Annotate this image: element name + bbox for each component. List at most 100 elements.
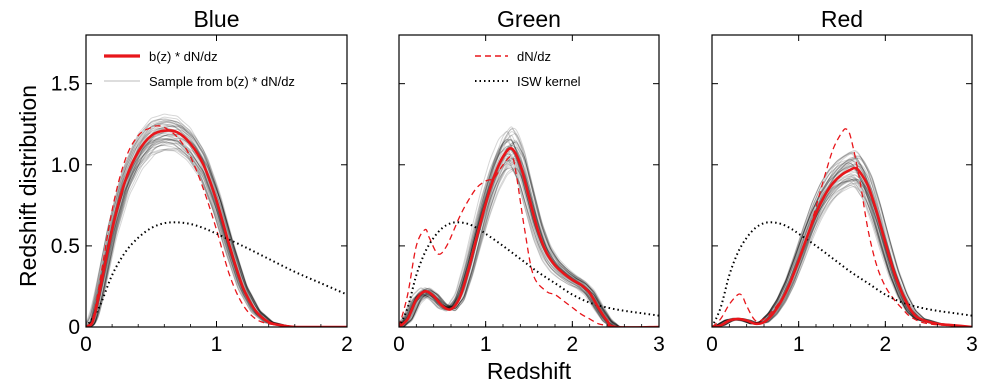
panel-frame [711, 34, 973, 328]
sample-curve [399, 145, 659, 327]
y-tick-label: 0.5 [51, 235, 80, 258]
sample-curve [399, 151, 659, 327]
x-tick-label: 3 [966, 333, 978, 356]
sample-curve [712, 157, 972, 327]
dndz-curve [712, 128, 972, 327]
sample-curve [86, 149, 347, 327]
sample-curve [86, 121, 347, 327]
y-tick-label: 0 [68, 316, 80, 339]
sample-curve [712, 162, 972, 327]
sample-curve [86, 144, 347, 327]
plot-area [712, 128, 972, 327]
sample-curve [399, 148, 659, 327]
sample-curve [86, 142, 347, 327]
sample-curve [712, 179, 972, 327]
panel-title: Red [821, 6, 863, 32]
sample-curve [399, 141, 659, 327]
legend-dndz-label: dN/dz [517, 49, 551, 64]
sample-curve [712, 179, 972, 327]
sample-curve [712, 163, 972, 327]
x-tick-label: 0 [706, 333, 718, 356]
sample-curve [712, 174, 972, 327]
x-tick-label: 1 [793, 333, 805, 356]
sample-curve [712, 177, 972, 327]
sample-curve [86, 138, 347, 327]
sample-curves [399, 126, 659, 327]
dndz-curve [86, 125, 347, 327]
sample-curve [86, 113, 347, 327]
sample-curve [399, 167, 659, 327]
sample-curve [86, 137, 347, 327]
sample-curve [86, 121, 347, 327]
sample-curve [712, 155, 972, 327]
sample-curve [712, 186, 972, 327]
sample-curve [712, 176, 972, 327]
sample-curve [86, 141, 347, 327]
panel-title: Green [497, 6, 561, 32]
sample-curve [86, 126, 347, 327]
bdndz-curve [712, 166, 972, 327]
isw-kernel-curve [399, 221, 659, 327]
sample-curve [86, 131, 347, 327]
isw-kernel-curve [712, 221, 972, 327]
panel-blue: Blue 0 1 2 0 0.5 1.0 1.5 [51, 6, 353, 356]
plot-area [399, 126, 659, 327]
legend-left: b(z) * dN/dz Sample from b(z) * dN/dz [104, 49, 295, 89]
sample-curve [712, 175, 972, 327]
sample-curve [86, 130, 347, 327]
panels: Blue 0 1 2 0 0.5 1.0 1.5 Green 0 1 2 3 Red 0 1 2 3 [51, 6, 978, 356]
panel-title: Blue [193, 6, 239, 32]
x-tick-label: 2 [879, 333, 891, 356]
sample-curve [86, 124, 347, 327]
sample-curve [712, 169, 972, 327]
sample-curve [399, 131, 659, 327]
sample-curve [712, 171, 972, 327]
sample-curve [712, 153, 972, 327]
sample-curve [86, 128, 347, 327]
sample-curve [399, 155, 659, 327]
sample-curve [399, 159, 659, 327]
sample-curve [712, 177, 972, 327]
sample-curve [399, 141, 659, 327]
sample-curve [712, 180, 972, 327]
sample-curve [399, 146, 659, 327]
sample-curve [399, 133, 659, 327]
panel-green: Green 0 1 2 3 [393, 6, 665, 356]
sample-curve [86, 133, 347, 327]
sample-curve [86, 138, 347, 327]
sample-curve [86, 125, 347, 327]
y-tick-label: 1.0 [51, 154, 80, 177]
sample-curve [86, 126, 347, 327]
sample-curve [712, 182, 972, 327]
legend-middle: dN/dz ISW kernel [475, 49, 581, 89]
sample-curve [712, 179, 972, 327]
isw-kernel-curve [86, 221, 347, 327]
sample-curve [712, 179, 972, 327]
sample-curve [712, 173, 972, 327]
sample-curve [712, 182, 972, 327]
y-tick-label: 1.5 [51, 73, 80, 96]
sample-curve [86, 138, 347, 327]
sample-curve [86, 141, 347, 327]
sample-curve [86, 144, 347, 327]
sample-curve [399, 155, 659, 327]
sample-curve [86, 125, 347, 327]
sample-curve [712, 180, 972, 327]
x-tick-label: 1 [480, 333, 492, 356]
sample-curve [86, 149, 347, 327]
sample-curve [86, 116, 347, 327]
sample-curve [399, 166, 659, 327]
sample-curve [86, 120, 347, 327]
bdndz-curve [86, 129, 347, 327]
sample-curve [399, 157, 659, 327]
legend-isw-label: ISW kernel [517, 74, 581, 89]
sample-curve [86, 148, 347, 327]
panel-frame [398, 34, 660, 328]
sample-curve [712, 184, 972, 327]
sample-curve [86, 123, 347, 327]
bdndz-curve [399, 147, 659, 327]
sample-curve [86, 118, 347, 327]
sample-curve [86, 133, 347, 327]
sample-curve [86, 128, 347, 327]
